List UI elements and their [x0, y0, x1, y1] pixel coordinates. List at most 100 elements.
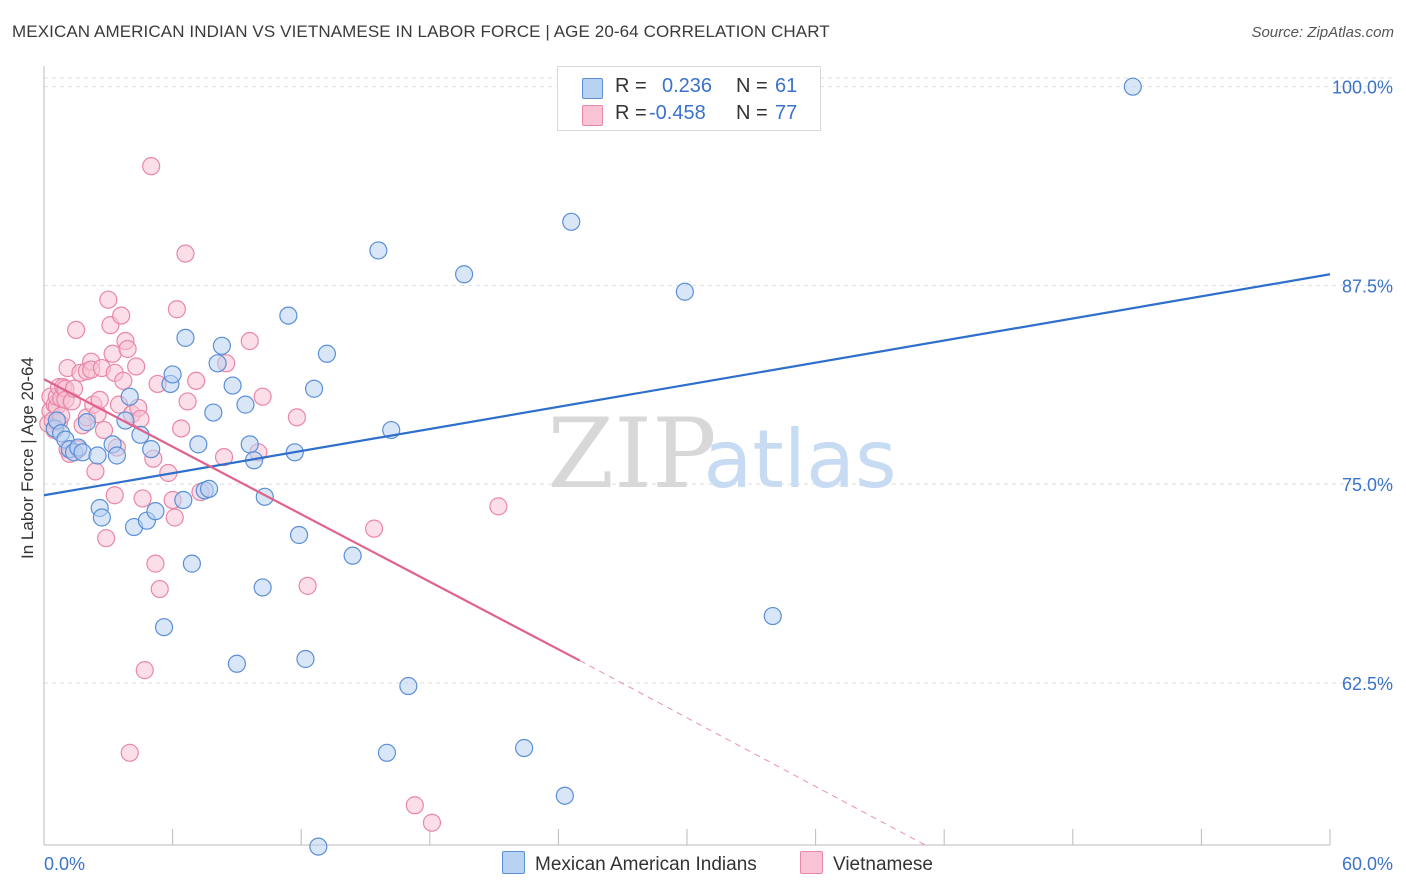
vietnamese-point	[133, 489, 152, 508]
mexican-american-indian-point	[146, 502, 165, 521]
vietnamese-point	[127, 357, 146, 376]
vietnamese-point	[135, 661, 154, 680]
y-axis-label: In Labor Force | Age 20-64	[18, 357, 37, 559]
legend-n-label: N =	[736, 102, 768, 124]
mexican-american-indian-point	[289, 525, 309, 545]
vietnamese-point	[131, 409, 150, 429]
x-tick-labels: 0.0% 60.0%	[44, 854, 1393, 874]
mexican-american-indian-point	[369, 241, 388, 260]
vietnamese-point	[118, 339, 137, 359]
legend-r-label: R =	[615, 75, 647, 97]
mexican-american-indian-point	[377, 743, 397, 762]
mexican-american-indian-point	[212, 336, 231, 355]
mexican-american-indian-point	[304, 379, 324, 398]
mexican-american-indian-point	[182, 554, 201, 573]
mexican-american-indian-point	[309, 837, 328, 856]
axes	[43, 66, 1331, 846]
vietnamese-point	[150, 579, 169, 599]
bottom-legend-mexican-american-indians: Mexican American Indians	[502, 851, 757, 877]
vietnamese-point	[86, 462, 105, 481]
mexican-american-indian-point	[763, 606, 782, 626]
vietnamese-point	[114, 371, 133, 390]
vietnamese-point	[405, 796, 424, 815]
vietnamese-point	[97, 529, 116, 548]
mexican-american-indian-point	[279, 306, 298, 325]
vietnamese-point	[103, 344, 122, 363]
mexican-american-indian-point	[208, 354, 227, 373]
mexican-american-indian-point	[77, 413, 96, 432]
source-label: Source: ZipAtlas.com	[1251, 24, 1394, 41]
mexican-american-indian-point	[223, 376, 242, 395]
mexican-american-indian-point	[555, 786, 574, 805]
vietnamese-trend-line	[43, 378, 581, 662]
y-tick-label: 62.5%	[1342, 674, 1393, 694]
vietnamese-point	[99, 290, 118, 309]
legend-r-value: -0.458	[649, 102, 706, 124]
chart-title: MEXICAN AMERICAN INDIAN VS VIETNAMESE IN…	[12, 22, 830, 41]
mexican-american-indian-point	[176, 328, 195, 347]
legend-r-label: R =	[615, 102, 647, 124]
mexican-american-indian-point	[163, 365, 182, 384]
vietnamese-point	[142, 157, 161, 176]
vietnamese-point	[364, 519, 384, 538]
trend-lines	[43, 273, 1331, 846]
mexican-american-indian-point	[454, 265, 474, 284]
vietnamese-point	[214, 447, 234, 467]
vietnamese-point	[422, 813, 442, 832]
legend-swatch-pink	[582, 105, 603, 126]
mexican-american-indian-point	[227, 654, 246, 673]
mexican-american-indian-point	[317, 344, 337, 363]
mexican-american-indian-point	[88, 446, 107, 465]
vietnamese-point	[94, 420, 114, 440]
x-tick-label: 0.0%	[44, 854, 85, 874]
legend-n-label: N =	[736, 75, 768, 97]
legend-row-vietnamese: R = -0.458 N = 77	[558, 102, 820, 130]
mexican-american-indian-point	[253, 578, 272, 597]
vietnamese-point	[178, 392, 197, 411]
vietnamese-point	[67, 320, 86, 340]
bottom-legend-swatch-pink	[800, 851, 823, 874]
vietnamese-point	[298, 576, 317, 595]
x-tick-label: 60.0%	[1342, 854, 1393, 874]
vietnamese-point	[240, 331, 259, 351]
vietnamese-trend-extension	[579, 660, 926, 846]
vietnamese-point	[187, 371, 206, 390]
mexican-american-indian-point	[240, 435, 259, 454]
vietnamese-point	[112, 306, 131, 325]
mexican-american-indian-point	[92, 508, 111, 527]
watermark-atlas: atlas	[703, 413, 896, 506]
mexican-american-indian-point	[116, 411, 135, 430]
mexican-american-indian-point	[142, 440, 161, 459]
legend-n-value: 77	[775, 102, 798, 124]
bottom-legend-label: Mexican American Indians	[535, 854, 757, 875]
mexican-american-indian-point	[174, 490, 193, 510]
mexican-american-indian-point	[204, 403, 223, 422]
vietnamese-point	[165, 508, 184, 527]
mexican-american-indian-point	[120, 387, 139, 406]
vietnamese-point	[105, 486, 124, 505]
mexican-american-indian-point	[675, 282, 694, 301]
mexican-american-indian-point	[189, 435, 208, 454]
y-tick-label: 75.0%	[1342, 475, 1393, 495]
legend-row-mexican-american-indians: R = 0.236 N = 61	[558, 75, 820, 103]
watermark-zip: ZIP	[547, 398, 716, 510]
bottom-legend-label: Vietnamese	[833, 854, 933, 875]
mexican-american-indian-point	[562, 212, 581, 231]
vietnamese-point	[167, 300, 186, 319]
mexican-american-indian-point	[1123, 77, 1142, 96]
y-tick-label: 87.5%	[1342, 276, 1393, 296]
y-tick-labels: 62.5% 75.0% 87.5% 100.0%	[1332, 78, 1393, 694]
bottom-legend-swatch-blue	[502, 851, 525, 874]
mexican-american-indian-point	[296, 649, 315, 669]
watermark: ZIP atlas	[547, 398, 896, 510]
mexican-american-indian-point	[73, 443, 92, 462]
mexican-american-indian-point	[199, 479, 219, 498]
vietnamese-point	[146, 554, 165, 573]
mexican-american-indian-point	[236, 395, 255, 414]
vietnamese-point	[120, 743, 139, 762]
mexican-american-indian-point	[107, 446, 126, 465]
bottom-legend-vietnamese: Vietnamese	[800, 851, 933, 877]
legend-n-value: 61	[775, 75, 798, 97]
mexican-american-indian-point	[343, 546, 362, 565]
